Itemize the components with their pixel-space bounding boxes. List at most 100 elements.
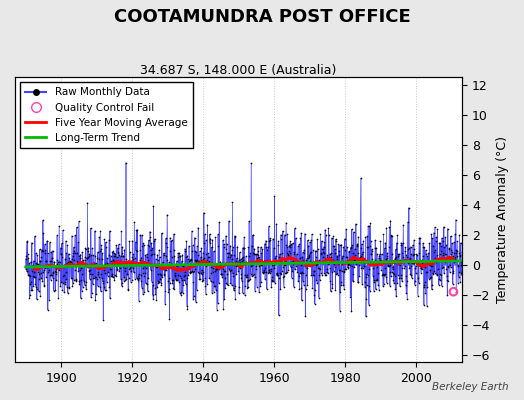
Point: [28, 267, 36, 274]
Point: [54, 262, 63, 269]
Point: [158, 262, 166, 268]
Point: [312, 262, 321, 268]
Point: [438, 235, 446, 241]
Point: [204, 260, 212, 266]
Point: [387, 273, 395, 280]
Point: [229, 244, 237, 251]
Point: [418, 257, 426, 263]
Point: [217, 262, 226, 269]
Point: [118, 244, 126, 250]
Point: [320, 243, 328, 250]
Point: [78, 260, 86, 266]
Point: [47, 272, 55, 278]
Point: [29, 258, 38, 264]
Point: [141, 280, 150, 286]
Point: [167, 262, 175, 269]
Point: [259, 268, 268, 275]
Point: [173, 266, 181, 272]
Point: [198, 270, 206, 277]
Point: [238, 290, 247, 296]
Point: [168, 279, 177, 286]
Point: [74, 239, 82, 246]
Point: [182, 238, 191, 245]
Point: [67, 260, 75, 266]
Point: [401, 282, 410, 288]
Point: [375, 260, 384, 267]
Point: [425, 240, 433, 246]
Point: [441, 251, 450, 258]
Point: [457, 269, 465, 276]
Point: [42, 238, 51, 244]
Point: [179, 273, 188, 279]
Point: [223, 270, 232, 277]
Point: [423, 253, 431, 260]
Point: [224, 250, 233, 256]
Point: [433, 271, 441, 277]
Point: [356, 255, 364, 261]
Point: [208, 290, 216, 296]
Point: [410, 237, 418, 243]
Point: [252, 258, 260, 265]
Point: [139, 242, 148, 248]
Point: [40, 283, 49, 290]
Point: [264, 260, 272, 266]
Point: [332, 238, 340, 244]
Point: [320, 239, 329, 245]
Point: [411, 277, 419, 284]
Point: [178, 252, 187, 258]
Point: [74, 268, 82, 274]
Point: [378, 272, 387, 278]
Point: [417, 270, 425, 276]
Point: [29, 262, 37, 268]
Point: [63, 260, 71, 266]
Point: [237, 270, 245, 277]
Point: [456, 252, 464, 258]
Point: [258, 261, 266, 267]
Point: [377, 251, 386, 258]
Point: [213, 306, 221, 313]
Point: [342, 254, 351, 260]
Point: [35, 288, 43, 294]
Point: [181, 281, 190, 287]
Point: [347, 226, 356, 232]
Point: [221, 285, 230, 291]
Point: [158, 230, 166, 236]
Point: [96, 246, 105, 252]
Point: [54, 264, 63, 270]
Point: [28, 262, 36, 269]
Point: [262, 258, 270, 264]
Point: [218, 274, 226, 280]
Point: [176, 253, 184, 259]
Text: COOTAMUNDRA POST OFFICE: COOTAMUNDRA POST OFFICE: [114, 8, 410, 26]
Point: [155, 263, 163, 270]
Point: [77, 295, 85, 302]
Point: [261, 276, 269, 282]
Point: [41, 247, 50, 253]
Point: [62, 284, 71, 290]
Point: [288, 260, 297, 267]
Point: [278, 250, 287, 257]
Point: [250, 251, 258, 257]
Point: [394, 251, 402, 257]
Point: [431, 270, 439, 276]
Point: [124, 274, 133, 281]
Point: [275, 270, 283, 277]
Point: [348, 278, 357, 284]
Point: [392, 293, 400, 299]
Point: [419, 244, 428, 250]
Point: [320, 250, 328, 256]
Point: [267, 266, 275, 272]
Point: [211, 266, 220, 272]
Point: [242, 253, 250, 259]
Point: [142, 265, 150, 271]
Point: [338, 261, 346, 268]
Point: [314, 257, 323, 264]
Point: [378, 259, 386, 266]
Point: [400, 262, 409, 269]
Point: [374, 270, 383, 276]
Point: [136, 247, 145, 253]
Point: [315, 272, 324, 278]
Point: [94, 271, 103, 277]
Point: [70, 256, 79, 263]
Point: [280, 262, 288, 268]
